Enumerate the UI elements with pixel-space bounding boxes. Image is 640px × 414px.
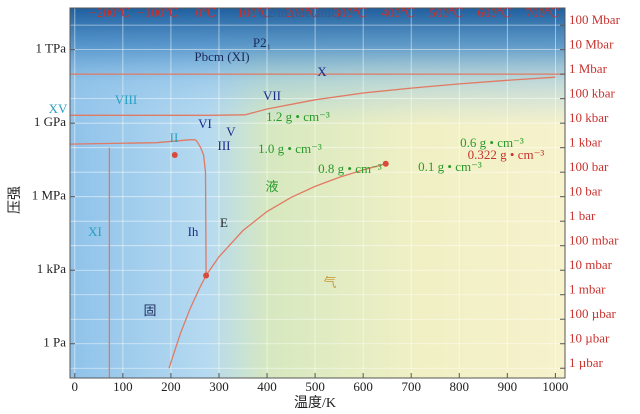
y2-tick-label: 1 µbar bbox=[569, 355, 604, 370]
x2-tick-label: 200℃ bbox=[285, 5, 319, 20]
x-tick-label: 100 bbox=[113, 379, 133, 394]
y2-tick-label: 100 Mbar bbox=[569, 12, 621, 27]
phase-boundary bbox=[70, 114, 246, 116]
x-tick-label: 400 bbox=[257, 379, 277, 394]
x-tick-label: 700 bbox=[401, 379, 421, 394]
x-tick-label: 800 bbox=[450, 379, 470, 394]
region-label: 气 bbox=[323, 275, 336, 290]
x2-tick-label: 600℃ bbox=[477, 5, 511, 20]
x-tick-label: 300 bbox=[209, 379, 229, 394]
y2-tick-label: 10 bar bbox=[569, 184, 603, 199]
region-label: V bbox=[226, 124, 236, 139]
y2-tick-label: 10 Mbar bbox=[569, 37, 614, 52]
y-axis-label: 压强 bbox=[8, 186, 23, 214]
region-label: 1.0 g • cm⁻³ bbox=[258, 141, 322, 156]
x-tick-label: 0 bbox=[72, 379, 79, 394]
x2-tick-label: −200℃ bbox=[89, 5, 130, 20]
region-label: Ih bbox=[188, 224, 199, 239]
y-tick-label: 1 MPa bbox=[32, 188, 67, 203]
y-tick-label: 1 Pa bbox=[43, 335, 66, 350]
y-tick-label: 1 TPa bbox=[36, 41, 67, 56]
x-tick-label: 200 bbox=[161, 379, 181, 394]
x-tick-label: 1000 bbox=[542, 379, 568, 394]
region-label: VII bbox=[263, 88, 281, 103]
region-label: 0.1 g • cm⁻³ bbox=[418, 159, 482, 174]
region-label: 1.2 g • cm⁻³ bbox=[266, 109, 330, 124]
region-label: III bbox=[218, 138, 231, 153]
x2-tick-label: 100℃ bbox=[237, 5, 271, 20]
x-tick-label: 900 bbox=[498, 379, 518, 394]
plot-background bbox=[70, 8, 565, 378]
region-label: Pbcm (XI) bbox=[194, 49, 249, 64]
y2-tick-label: 10 kbar bbox=[569, 110, 609, 125]
region-label: C2/m (metallic) bbox=[259, 5, 342, 20]
phase-boundary bbox=[205, 163, 386, 276]
region-label: 0.8 g • cm⁻³ bbox=[318, 161, 382, 176]
y2-tick-label: 1 Mbar bbox=[569, 61, 608, 76]
y2-tick-label: 100 µbar bbox=[569, 306, 617, 321]
x2-tick-label: −100℃ bbox=[137, 5, 178, 20]
region-label: XI bbox=[88, 224, 102, 239]
region-label: II bbox=[170, 130, 179, 145]
phase-boundary bbox=[245, 76, 556, 116]
x2-tick-label: 700℃ bbox=[525, 5, 559, 20]
region-label: XV bbox=[49, 101, 68, 116]
region-label: VI bbox=[198, 116, 212, 131]
y2-tick-label: 1 kbar bbox=[569, 135, 603, 150]
region-label: 0.322 g • cm⁻³ bbox=[468, 147, 545, 162]
x-axis-label: 温度/K bbox=[294, 395, 336, 411]
region-label: 液 bbox=[265, 179, 278, 194]
y2-tick-label: 10 mbar bbox=[569, 257, 613, 272]
region-label: 固 bbox=[143, 303, 156, 318]
x2-tick-label: 500℃ bbox=[429, 5, 463, 20]
y2-tick-label: 1 bar bbox=[569, 208, 596, 223]
phase-point bbox=[382, 160, 389, 167]
phase-boundary bbox=[168, 275, 207, 369]
y-tick-label: 1 GPa bbox=[34, 114, 66, 129]
phase-point bbox=[203, 272, 210, 279]
phase-boundary bbox=[194, 139, 207, 276]
background-top bbox=[70, 8, 565, 378]
y-tick-label: 1 kPa bbox=[37, 261, 66, 276]
x-tick-label: 500 bbox=[305, 379, 325, 394]
y2-tick-label: 100 bar bbox=[569, 159, 609, 174]
y2-tick-label: 100 kbar bbox=[569, 86, 616, 101]
region-label: E bbox=[220, 215, 228, 230]
region-label: 0.6 g • cm⁻³ bbox=[460, 135, 524, 150]
region-label: X bbox=[317, 64, 327, 79]
phase-boundary bbox=[69, 139, 196, 145]
y2-tick-label: 100 mbar bbox=[569, 233, 619, 248]
region-label: VIII bbox=[115, 92, 137, 107]
y2-tick-label: 1 mbar bbox=[569, 282, 606, 297]
x2-tick-label: 0℃ bbox=[196, 5, 217, 20]
phase-point bbox=[171, 152, 178, 159]
x-tick-label: 600 bbox=[353, 379, 373, 394]
x2-tick-label: 400℃ bbox=[381, 5, 415, 20]
x2-tick-label: 300℃ bbox=[333, 5, 367, 20]
region-label: P2₁ bbox=[253, 35, 271, 50]
plot-frame bbox=[69, 7, 566, 379]
y2-tick-label: 10 µbar bbox=[569, 331, 610, 346]
